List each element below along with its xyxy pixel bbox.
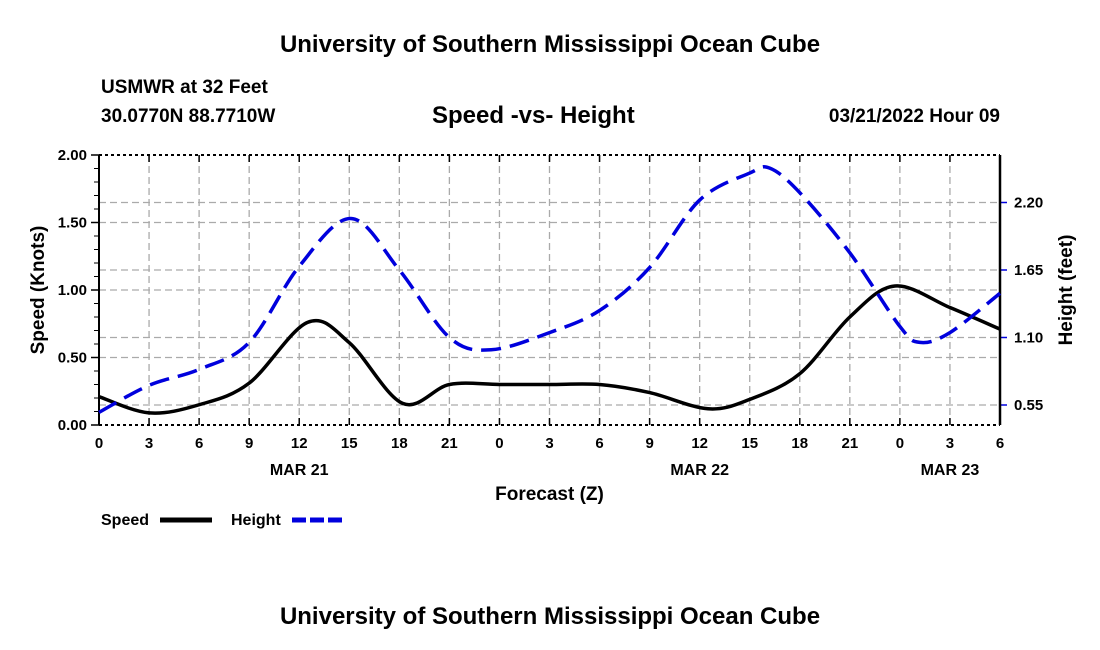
series-line-speed [98,284,1001,415]
x-tick-label: 12 [691,435,708,452]
x-tick-label: 9 [245,435,253,452]
x-tick-label: 0 [95,435,103,452]
x-tick-label: 0 [495,435,503,452]
y2-tick-label: 1.10 [1014,329,1043,346]
y-tick-label: 2.00 [58,147,87,164]
date-label: MAR 22 [670,462,729,479]
station-label: USMWR at 32 Feet [101,77,268,98]
x-tick-label: 9 [645,435,653,452]
x-tick-label: 0 [896,435,904,452]
page-title: University of Southern Mississippi Ocean… [279,31,821,58]
x-tick-label: 12 [291,435,308,452]
y-axis-label: Speed (Knots) [28,226,49,355]
legend-label: Speed [101,512,149,529]
y-tick-label: 0.00 [58,417,87,434]
legend-label: Height [231,512,281,529]
x-tick-label: 18 [791,435,808,452]
x-tick-label: 6 [996,435,1004,452]
chart-subtitle: Speed -vs- Height [432,102,635,129]
x-tick-label: 21 [441,435,458,452]
x-tick-label: 15 [741,435,758,452]
y2-tick-label: 2.20 [1014,194,1043,211]
date-label: MAR 21 [270,462,329,479]
y2-axis-label: Height (feet) [1056,235,1077,346]
date-label: MAR 23 [921,462,980,479]
x-tick-label: 6 [195,435,203,452]
x-tick-label: 3 [946,435,954,452]
y2-tick-label: 1.65 [1014,262,1043,279]
series-line-height [98,165,1002,414]
footer-title: University of Southern Mississippi Ocean… [279,603,821,630]
y-tick-label: 0.50 [58,350,87,367]
x-tick-label: 3 [545,435,553,452]
x-axis-label: Forecast (Z) [495,484,604,505]
x-tick-label: 18 [391,435,408,452]
x-tick-label: 3 [145,435,153,452]
y2-tick-label: 0.55 [1014,397,1043,414]
x-tick-label: 21 [841,435,858,452]
y-tick-label: 1.50 [58,215,87,232]
x-tick-label: 6 [595,435,603,452]
location-label: 30.0770N 88.7710W [101,106,276,127]
datetime-label: 03/21/2022 Hour 09 [828,106,1000,127]
y-tick-label: 1.00 [58,282,87,299]
x-tick-label: 15 [341,435,358,452]
